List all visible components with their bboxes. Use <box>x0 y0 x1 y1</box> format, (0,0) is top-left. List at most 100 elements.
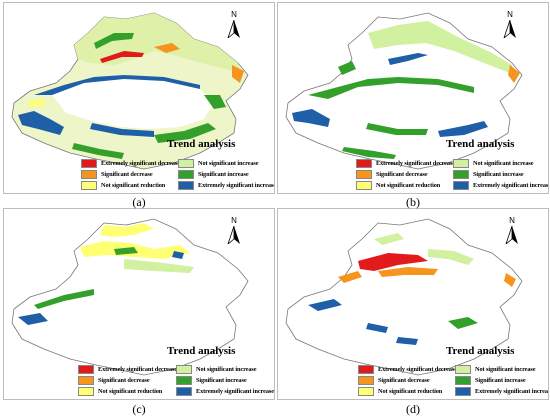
legend-swatch <box>455 386 471 396</box>
legend-swatch <box>358 375 374 385</box>
legend-title: Trend analysis <box>167 345 236 357</box>
legend-label: Significant increase <box>473 170 524 178</box>
legend-item-extremely-significant-increase: Extremely significant increase <box>455 386 549 396</box>
legend-item-not-significant-increase: Not significant increase <box>178 158 259 168</box>
legend-swatch <box>453 180 469 190</box>
trend-map-a <box>11 12 249 170</box>
legend-label: Not significant increase <box>475 365 536 373</box>
north-label: N <box>231 10 237 19</box>
north-arrow: N <box>227 11 241 38</box>
legend-label: Not significant increase <box>473 159 534 167</box>
legend-swatch <box>178 180 194 190</box>
north-arrow-icon <box>505 226 518 244</box>
north-arrow-icon <box>227 20 240 38</box>
legend-swatch <box>358 386 374 396</box>
legend-label: Significant decrease <box>378 376 430 384</box>
legend-label: Not significant reduction <box>378 387 443 395</box>
legend-swatch <box>455 364 471 374</box>
legend-label: Extremely significant increase <box>473 181 549 189</box>
legend-swatch <box>81 180 97 190</box>
caption-a: (a) <box>132 195 146 209</box>
legend-item-not-significant-reduction: Not significant reduction <box>78 386 162 396</box>
legend-item-significant-decrease: Significant decrease <box>356 169 428 179</box>
basin-interior <box>52 79 214 129</box>
legend-item-not-significant-increase: Not significant increase <box>455 364 536 374</box>
legend-item-extremely-significant-increase: Extremely significant increase <box>176 386 274 396</box>
legend-label: Extremely significant decrease <box>98 365 177 373</box>
legend-item-extremely-significant-decrease: Extremely significant decrease <box>78 364 177 374</box>
legend-swatch <box>356 158 372 168</box>
legend-label: Significant increase <box>196 376 247 384</box>
legend-title: Trend analysis <box>446 345 515 357</box>
north-arrow: N <box>227 217 241 244</box>
north-label: N <box>231 216 237 225</box>
legend-item-significant-decrease: Significant decrease <box>81 169 153 179</box>
north-label: N <box>509 216 515 225</box>
legend-label: Significant decrease <box>98 376 150 384</box>
legend-swatch <box>78 386 94 396</box>
north-arrow-icon <box>503 20 516 38</box>
legend-item-not-significant-reduction: Not significant reduction <box>356 180 440 190</box>
trend-map-b <box>285 12 523 170</box>
north-label: N <box>507 10 513 19</box>
legend-label: Extremely significant increase <box>196 387 274 395</box>
legend-item-extremely-significant-decrease: Extremely significant decrease <box>81 158 180 168</box>
legend-item-significant-increase: Significant increase <box>178 169 249 179</box>
legend-swatch <box>78 375 94 385</box>
legend-label: Significant increase <box>198 170 249 178</box>
legend-label: Significant increase <box>475 376 526 384</box>
legend-swatch <box>176 386 192 396</box>
map-panel-b: N Trend analysis Extremely significant d… <box>277 2 549 194</box>
legend-swatch <box>453 158 469 168</box>
north-arrow-icon <box>227 226 240 244</box>
legend-title: Trend analysis <box>167 138 236 150</box>
legend-label: Extremely significant decrease <box>101 159 180 167</box>
legend-swatch <box>78 364 94 374</box>
caption-d: (d) <box>406 402 420 416</box>
legend-item-not-significant-increase: Not significant increase <box>176 364 257 374</box>
legend-label: Not significant reduction <box>98 387 163 395</box>
legend-item-significant-increase: Significant increase <box>453 169 524 179</box>
legend-label: Not significant increase <box>198 159 259 167</box>
caption-b: (b) <box>406 195 420 209</box>
trend-map-d <box>285 218 523 376</box>
legend-label: Extremely significant decrease <box>378 365 457 373</box>
legend-label: Not significant increase <box>196 365 257 373</box>
legend-item-extremely-significant-increase: Extremely significant increase <box>178 180 275 190</box>
north-arrow: N <box>505 217 519 244</box>
legend-swatch <box>455 375 471 385</box>
legend-label: Not significant reduction <box>101 181 166 189</box>
legend-label: Not significant reduction <box>376 181 441 189</box>
legend-item-significant-decrease: Significant decrease <box>358 375 430 385</box>
legend-item-not-significant-reduction: Not significant reduction <box>81 180 165 190</box>
map-panel-c: N Trend analysis Extremely significant d… <box>3 208 275 400</box>
legend-swatch <box>176 364 192 374</box>
legend-swatch <box>176 375 192 385</box>
legend-item-not-significant-reduction: Not significant reduction <box>358 386 442 396</box>
trend-map-c <box>11 218 249 376</box>
legend-label: Extremely significant increase <box>198 181 275 189</box>
legend-swatch <box>358 364 374 374</box>
legend-item-significant-increase: Significant increase <box>176 375 247 385</box>
legend-item-not-significant-increase: Not significant increase <box>453 158 534 168</box>
legend-item-significant-increase: Significant increase <box>455 375 526 385</box>
legend-label: Extremely significant increase <box>475 387 549 395</box>
legend-swatch <box>178 169 194 179</box>
map-panel-a: N Trend analysis Extremely significant d… <box>3 2 275 194</box>
legend-swatch <box>81 169 97 179</box>
legend-item-extremely-significant-increase: Extremely significant increase <box>453 180 549 190</box>
caption-c: (c) <box>132 402 146 416</box>
legend-label: Extremely significant decrease <box>376 159 455 167</box>
region-outline <box>11 218 249 376</box>
legend-label: Significant decrease <box>376 170 428 178</box>
legend-title: Trend analysis <box>446 138 515 150</box>
legend-item-significant-decrease: Significant decrease <box>78 375 150 385</box>
legend-swatch <box>453 169 469 179</box>
legend-swatch <box>356 180 372 190</box>
legend-item-extremely-significant-decrease: Extremely significant decrease <box>356 158 455 168</box>
legend-swatch <box>81 158 97 168</box>
legend-label: Significant decrease <box>101 170 153 178</box>
map-panel-d: N Trend analysis Extremely significant d… <box>277 208 549 400</box>
legend-item-extremely-significant-decrease: Extremely significant decrease <box>358 364 457 374</box>
north-arrow: N <box>503 11 517 38</box>
